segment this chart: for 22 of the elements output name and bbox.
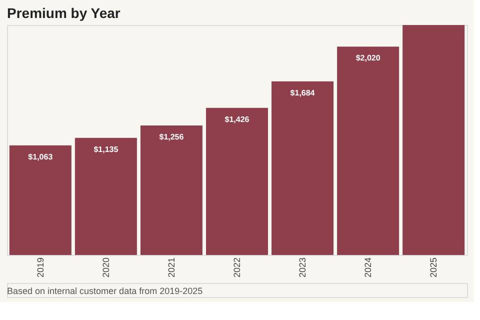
data-label: $1,256 [159, 132, 184, 142]
bar [272, 81, 334, 255]
bar [402, 25, 465, 255]
bar [337, 46, 400, 255]
data-label: $1,063 [28, 152, 54, 162]
bar [9, 145, 72, 255]
data-label: $2,020 [356, 54, 381, 63]
text: Based on internal customer data from 2019-2025 [7, 286, 203, 296]
x-tick-label: 2021 [166, 258, 176, 278]
bar [206, 108, 268, 255]
bar [74, 138, 137, 255]
x-tick-label: 2019 [35, 258, 46, 278]
x-tick-label: 2024 [363, 258, 374, 278]
chart-title: Premium by Year [7, 5, 121, 21]
x-tick-label: 2023 [298, 258, 308, 278]
x-tick-label: 2025 [428, 258, 439, 278]
data-label: $1,135 [94, 144, 119, 154]
data-label: $1,426 [224, 114, 250, 124]
bar [140, 125, 202, 255]
data-label: $1,684 [290, 88, 316, 98]
x-tick-label: 2022 [232, 258, 242, 278]
x-tick-label: 2020 [100, 258, 111, 278]
